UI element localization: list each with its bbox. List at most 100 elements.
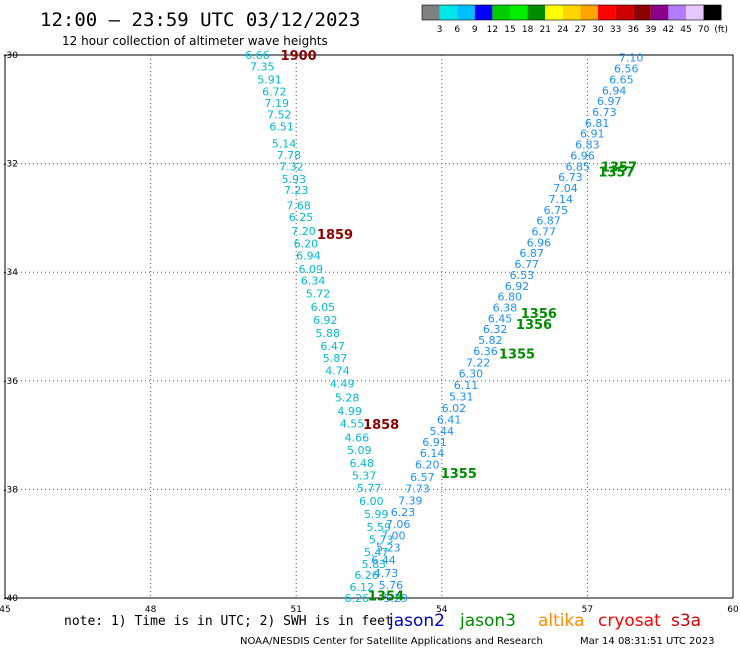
data-label: 6.30 [459, 368, 484, 381]
time-annotation: 1356 [521, 307, 557, 322]
data-label: 6.83 [575, 139, 600, 152]
colorbar-swatch [686, 5, 704, 20]
colorbar-label: 39 [645, 25, 657, 35]
colorbar-legend: 3 6 9 12 15 18 21 24 27 30 33 36 39 42 45 70 (ft) [421, 4, 728, 35]
colorbar-label: 70 [698, 25, 710, 35]
plot-frame [4, 54, 734, 599]
data-label: 6.85 [565, 160, 590, 173]
y-tick-label: -40 [3, 594, 18, 604]
y-tick-label: -36 [3, 377, 18, 387]
data-label: 7.10 [619, 52, 644, 65]
y-tick-label: -38 [3, 485, 18, 495]
colorbar-swatch [633, 5, 651, 20]
data-label: 7.68 [286, 199, 311, 212]
colorbar-label: 33 [610, 25, 621, 35]
colorbar-label: 36 [627, 25, 639, 35]
time-annotation: 1357 [598, 166, 634, 181]
time-annotation: 1858 [363, 418, 399, 433]
data-label: 6.96 [570, 149, 595, 162]
colorbar-swatch [703, 5, 722, 20]
legend-jason2: jason2 [388, 611, 445, 631]
data-label: 5.82 [478, 334, 503, 347]
colorbar-swatch [562, 5, 581, 20]
legend-s3a: s3a [671, 611, 701, 631]
x-tick-label: 51 [290, 605, 301, 615]
colorbar-label: 6 [454, 25, 460, 35]
data-label: 4.74 [325, 364, 350, 377]
data-label: 6.26 [354, 569, 379, 582]
data-label: 6.75 [544, 204, 569, 217]
colorbar-unit: (ft) [714, 25, 728, 35]
legend-jason3: jason3 [459, 611, 516, 631]
data-label: 5.59 [366, 521, 391, 534]
data-label: 6.77 [514, 258, 539, 271]
data-label: 5.73 [369, 533, 394, 546]
data-label: 6.66 [245, 49, 270, 62]
colorbar-swatch [668, 5, 686, 20]
colorbar-label: 3 [437, 25, 443, 35]
data-label: 6.51 [269, 121, 294, 134]
data-label: 6.53 [510, 269, 535, 282]
data-label: 6.87 [519, 247, 544, 260]
colorbar-swatch [422, 5, 440, 20]
footer-credit: NOAA/NESDIS Center for Satellite Applica… [240, 636, 543, 647]
colorbar-swatch [474, 5, 493, 20]
footer-note: note: 1) Time is in UTC; 2) SWH is in fe… [64, 614, 393, 629]
time-annotation: 1355 [441, 467, 477, 482]
data-label: 6.41 [437, 413, 462, 426]
data-label: 6.26 [345, 592, 370, 605]
colorbar-swatch [457, 5, 475, 20]
data-label: 6.32 [483, 323, 508, 336]
data-label: 7.39 [398, 494, 423, 507]
data-label: 4.99 [337, 405, 362, 418]
data-label: 5.91 [257, 73, 282, 86]
data-label: 5.37 [352, 469, 377, 482]
axis-ticks: 45 48 51 54 57 60 -30 -32 -34 -36 -38 -40 [0, 51, 739, 615]
data-label: 6.81 [585, 117, 610, 130]
data-label: 6.87 [536, 215, 561, 228]
data-label: 5.72 [306, 287, 331, 300]
data-label: 7.06 [386, 518, 411, 531]
page-title: 12:00 – 23:59 UTC 03/12/2023 [40, 9, 360, 31]
data-label: 6.73 [558, 171, 583, 184]
data-label: 6.00 [359, 495, 384, 508]
page-subtitle: 12 hour collection of altimeter wave hei… [62, 34, 328, 48]
legend-cryosat: cryosat [598, 611, 661, 631]
data-label: 4.55 [340, 418, 365, 431]
data-label: 4.73 [374, 567, 399, 580]
data-label: 6.92 [505, 280, 530, 293]
data-label: 5.09 [347, 444, 372, 457]
time-annotation: 1859 [317, 228, 353, 243]
data-label: 6.80 [497, 291, 522, 304]
data-label: 6.94 [296, 249, 321, 262]
colorbar-swatch [439, 5, 458, 20]
data-label: 7.22 [466, 356, 491, 369]
data-label: 6.91 [422, 436, 447, 449]
data-label: 6.20 [415, 458, 440, 471]
colorbar-label: 24 [557, 25, 569, 35]
data-label: 6.57 [410, 471, 435, 484]
data-label: 7.23 [284, 184, 309, 197]
data-label: 5.29 [383, 592, 408, 605]
data-label: 6.38 [493, 301, 518, 314]
y-tick-label: -34 [3, 268, 18, 278]
grid-lines [5, 55, 733, 598]
data-label: 6.09 [299, 263, 324, 276]
data-label: 7.78 [277, 149, 302, 162]
colorbar-label: 12 [487, 25, 498, 35]
x-tick-label: 45 [0, 605, 11, 615]
data-label: 6.94 [602, 84, 627, 97]
colorbar-label: 45 [680, 25, 691, 35]
data-label: 6.96 [527, 236, 552, 249]
data-label: 6.34 [301, 274, 326, 287]
colorbar-label: 15 [504, 25, 515, 35]
colorbar-swatch [492, 5, 510, 20]
data-label: 6.05 [311, 301, 336, 314]
data-label: 6.47 [320, 340, 345, 353]
colorbar-swatch [598, 5, 616, 20]
colorbar-swatch [545, 5, 563, 20]
data-label: 6.25 [289, 211, 314, 224]
data-label: 6.72 [262, 85, 287, 98]
